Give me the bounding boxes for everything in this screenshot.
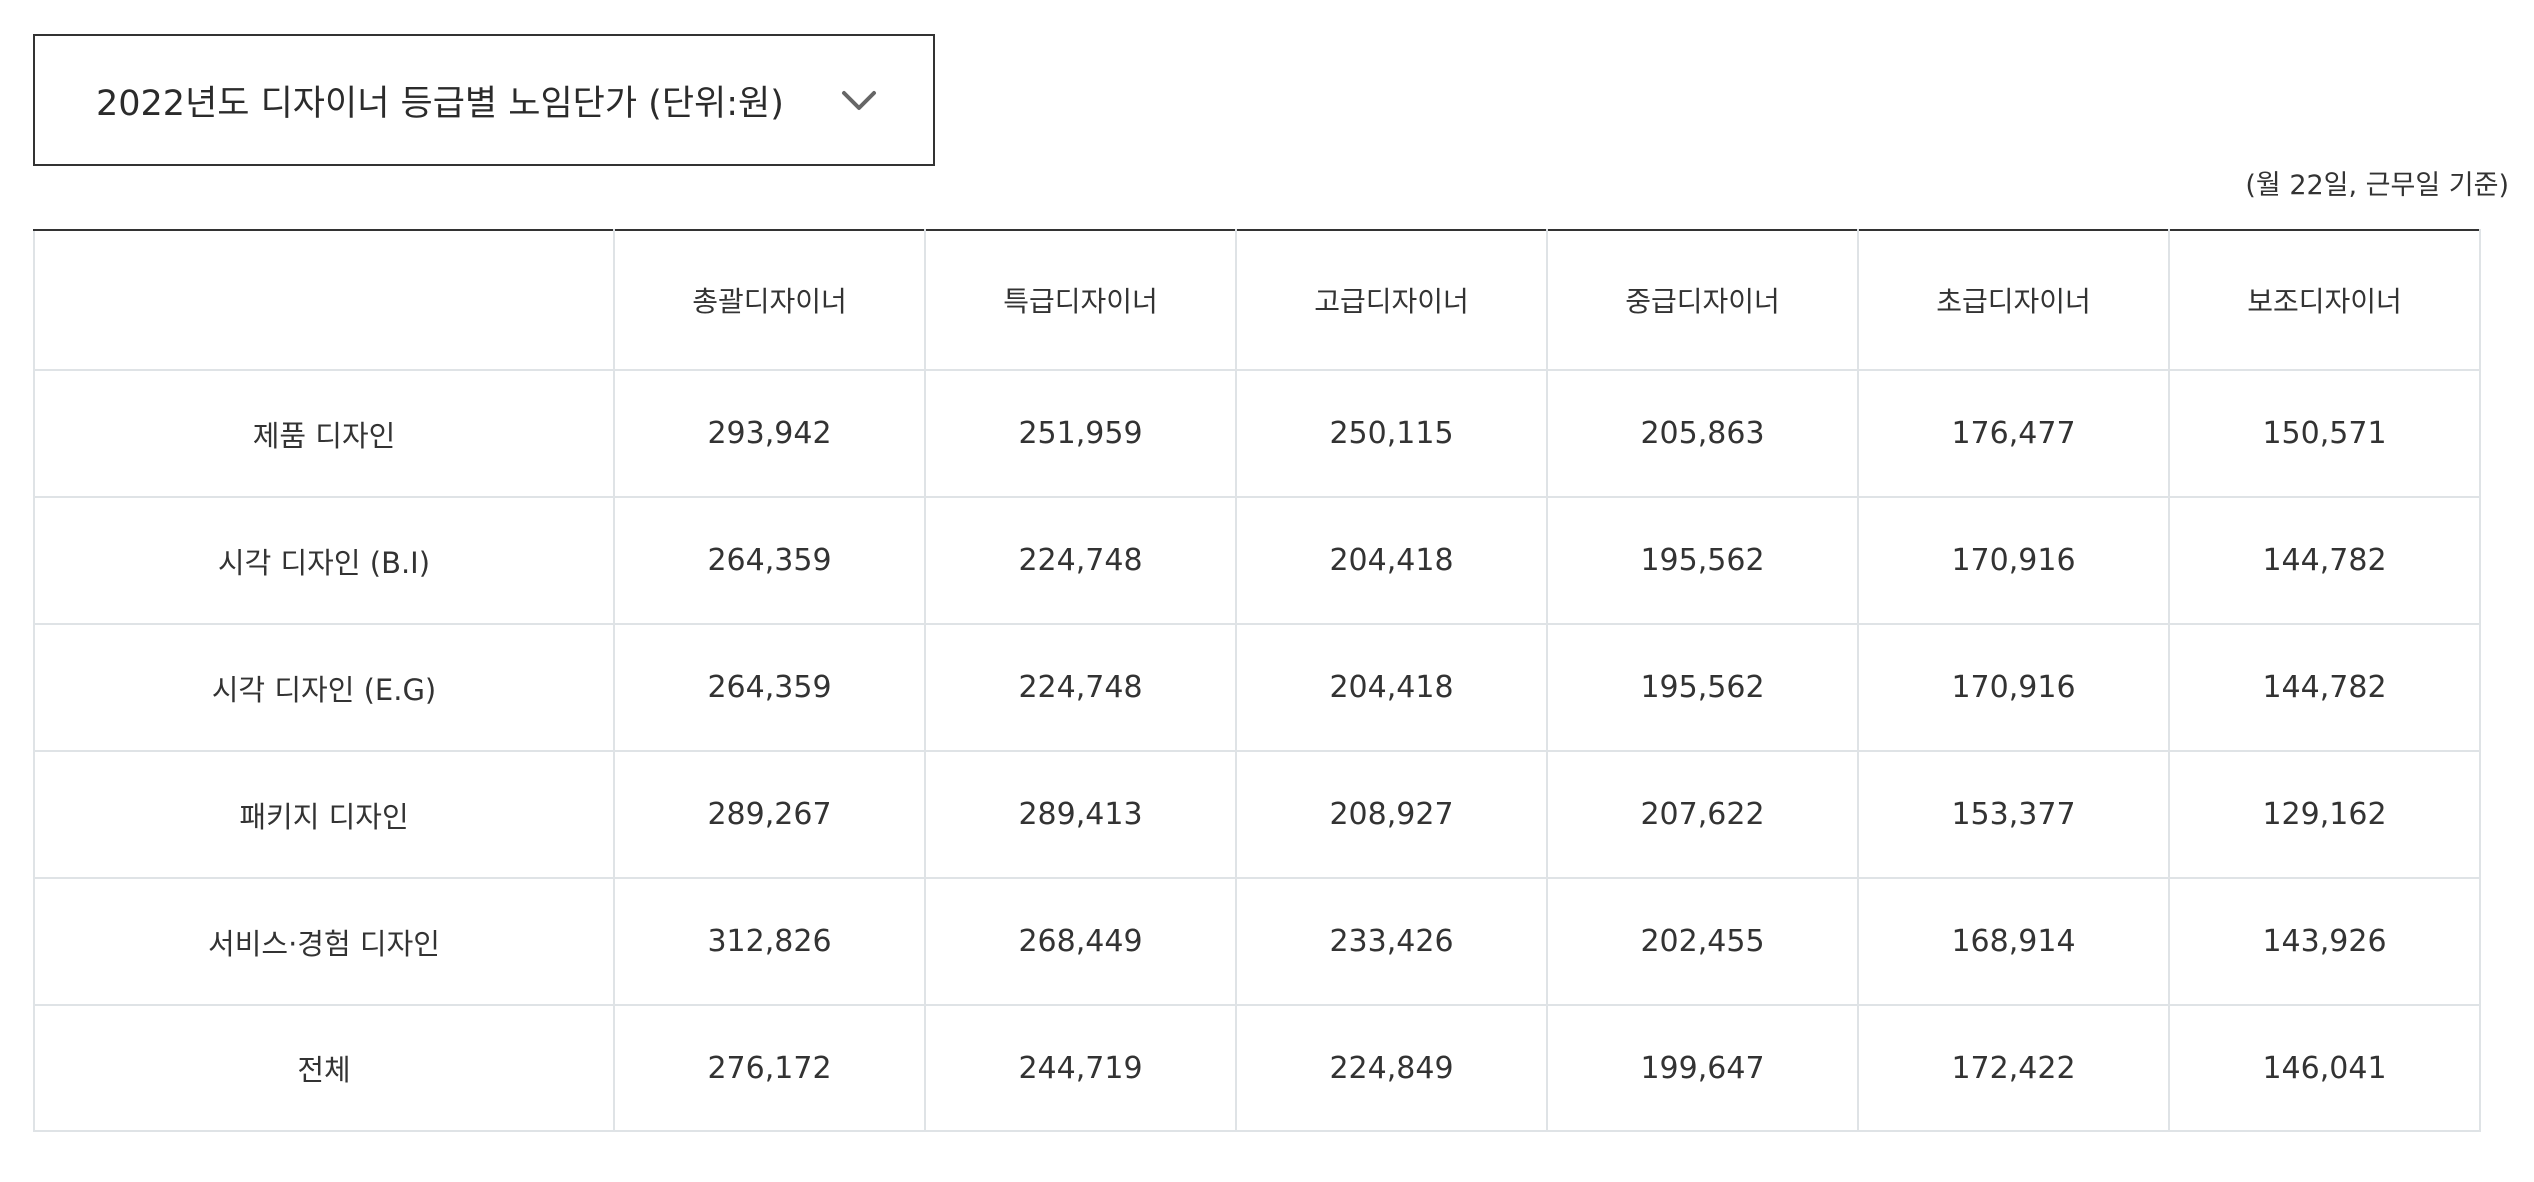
table-cell: 204,418 [1235, 497, 1548, 625]
year-table-selector[interactable]: 2022년도 디자이너 등급별 노임단가 (단위:원) [33, 34, 935, 166]
table-cell: 264,359 [613, 624, 926, 752]
total-cell: 172,422 [1857, 1004, 2170, 1132]
row-header: 시각 디자인 (B.I) [33, 497, 615, 625]
table-cell: 264,359 [613, 497, 926, 625]
chevron-down-icon [842, 91, 876, 110]
table-row: 시각 디자인 (E.G) 264,359 224,748 204,418 195… [33, 624, 2481, 752]
column-header: 총괄디자이너 [613, 229, 926, 371]
row-header-total: 전체 [33, 1004, 615, 1132]
column-header: 초급디자이너 [1857, 229, 2170, 371]
column-header: 보조디자이너 [2168, 229, 2481, 371]
table-cell: 144,782 [2168, 624, 2481, 752]
total-row: 전체 276,172 244,719 224,849 199,647 172,4… [33, 1004, 2481, 1132]
table-cell: 150,571 [2168, 370, 2481, 498]
table-cell: 289,267 [613, 751, 926, 879]
table-cell: 289,413 [924, 751, 1237, 879]
table-cell: 202,455 [1546, 878, 1859, 1006]
table-row: 시각 디자인 (B.I) 264,359 224,748 204,418 195… [33, 497, 2481, 625]
table-cell: 207,622 [1546, 751, 1859, 879]
table-row: 제품 디자인 293,942 251,959 250,115 205,863 1… [33, 370, 2481, 498]
selector-label: 2022년도 디자이너 등급별 노임단가 (단위:원) [96, 83, 784, 124]
total-cell: 199,647 [1546, 1004, 1859, 1132]
corner-cell [33, 229, 615, 371]
row-header: 제품 디자인 [33, 370, 615, 498]
table-cell: 251,959 [924, 370, 1237, 498]
table-cell: 224,748 [924, 497, 1237, 625]
table-cell: 268,449 [924, 878, 1237, 1006]
table-cell: 168,914 [1857, 878, 2170, 1006]
table-cell: 143,926 [2168, 878, 2481, 1006]
table-cell: 224,748 [924, 624, 1237, 752]
table-cell: 293,942 [613, 370, 926, 498]
table-cell: 144,782 [2168, 497, 2481, 625]
table-cell: 233,426 [1235, 878, 1548, 1006]
table-cell: 204,418 [1235, 624, 1548, 752]
table-cell: 208,927 [1235, 751, 1548, 879]
total-cell: 224,849 [1235, 1004, 1548, 1132]
total-cell: 276,172 [613, 1004, 926, 1132]
table-row: 패키지 디자인 289,267 289,413 208,927 207,622 … [33, 751, 2481, 879]
table-cell: 176,477 [1857, 370, 2170, 498]
row-header: 패키지 디자인 [33, 751, 615, 879]
table-header-row: 총괄디자이너 특급디자이너 고급디자이너 중급디자이너 초급디자이너 보조디자이… [33, 229, 2481, 371]
table-cell: 129,162 [2168, 751, 2481, 879]
row-header: 시각 디자인 (E.G) [33, 624, 615, 752]
total-cell: 146,041 [2168, 1004, 2481, 1132]
total-cell: 244,719 [924, 1004, 1237, 1132]
column-header: 특급디자이너 [924, 229, 1237, 371]
table-cell: 153,377 [1857, 751, 2170, 879]
workday-basis-note: (월 22일, 근무일 기준) [2245, 170, 2509, 201]
table-cell: 312,826 [613, 878, 926, 1006]
column-header: 중급디자이너 [1546, 229, 1859, 371]
table-row: 서비스·경험 디자인 312,826 268,449 233,426 202,4… [33, 878, 2481, 1006]
table-cell: 250,115 [1235, 370, 1548, 498]
table-cell: 205,863 [1546, 370, 1859, 498]
wage-table: 총괄디자이너 특급디자이너 고급디자이너 중급디자이너 초급디자이너 보조디자이… [33, 229, 2481, 1132]
row-header: 서비스·경험 디자인 [33, 878, 615, 1006]
table-cell: 195,562 [1546, 624, 1859, 752]
table-cell: 170,916 [1857, 497, 2170, 625]
table-cell: 195,562 [1546, 497, 1859, 625]
table-cell: 170,916 [1857, 624, 2170, 752]
column-header: 고급디자이너 [1235, 229, 1548, 371]
